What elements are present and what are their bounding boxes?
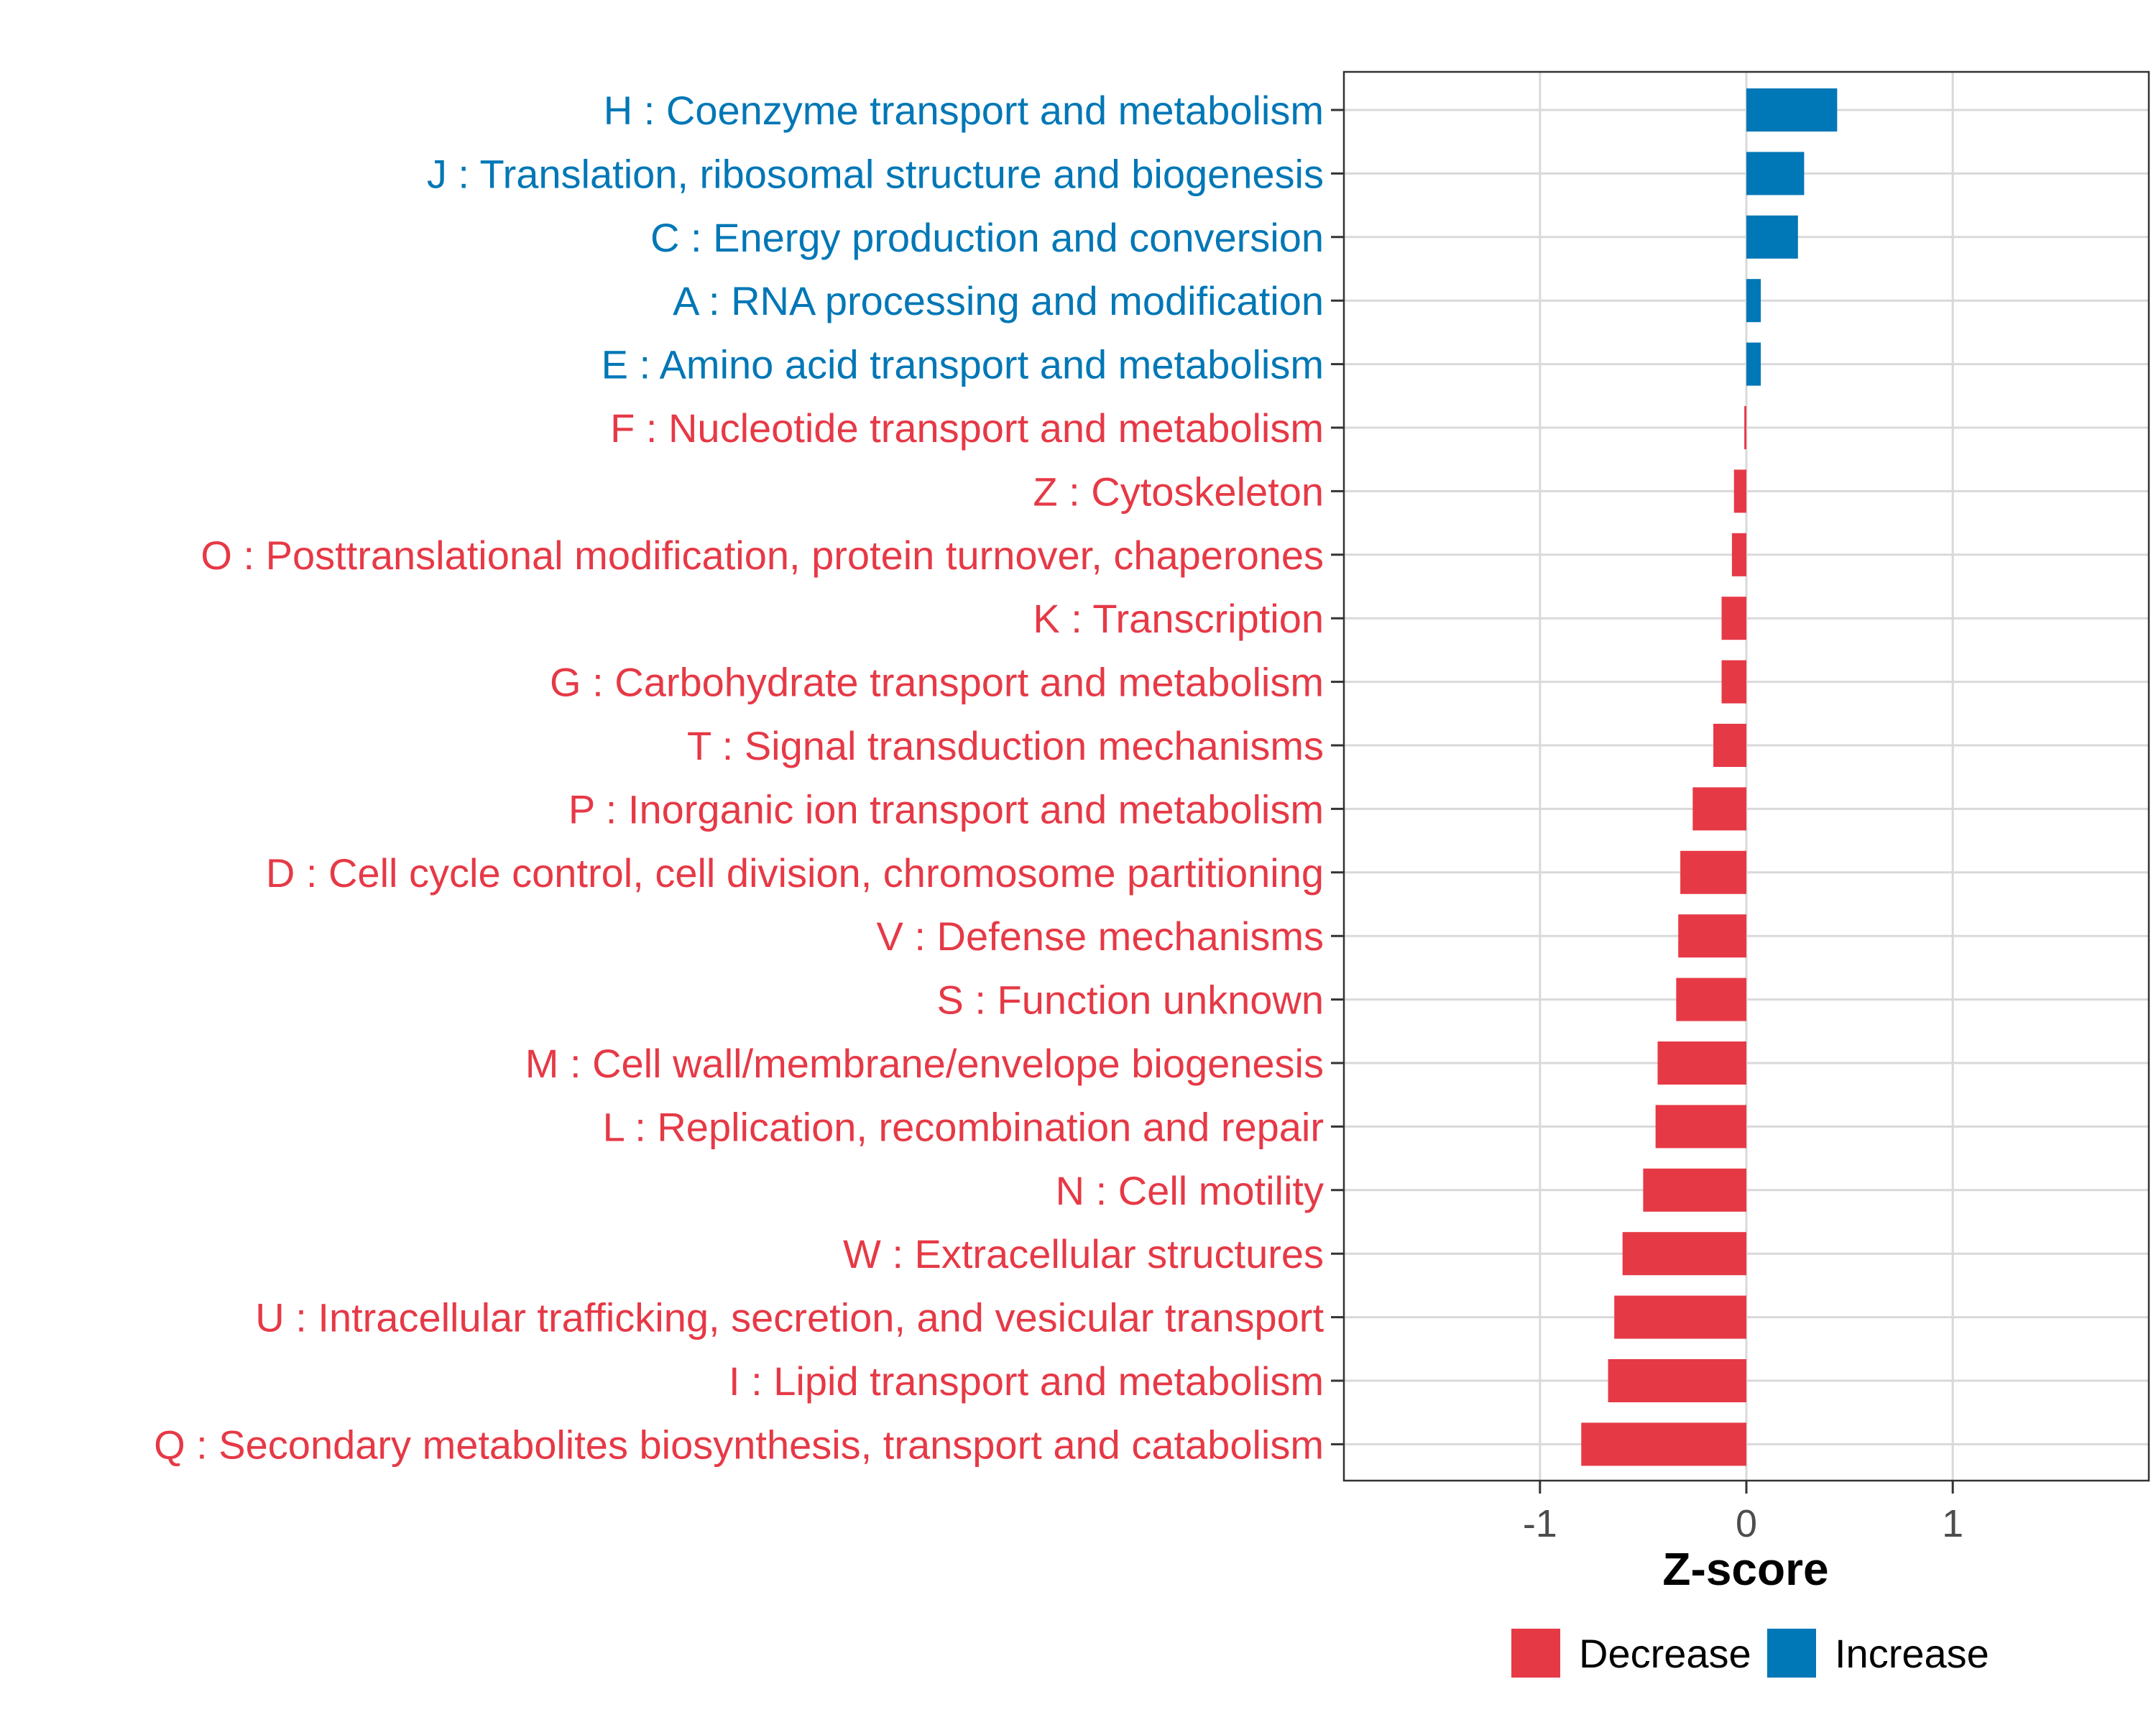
category-label: P : Inorganic ion transport and metaboli…: [568, 786, 1324, 832]
legend-label: Increase: [1835, 1631, 1989, 1676]
category-label: I : Lipid transport and metabolism: [729, 1358, 1324, 1404]
category-label: U : Intracellular trafficking, secretion…: [255, 1295, 1324, 1340]
x-axis-title: Z-score: [1662, 1543, 1828, 1595]
bar: [1655, 1105, 1746, 1149]
x-tick-label: -1: [1523, 1502, 1557, 1545]
category-label: E : Amino acid transport and metabolism: [602, 342, 1324, 387]
category-label: N : Cell motility: [1056, 1168, 1324, 1213]
category-label: L : Replication, recombination and repai…: [603, 1104, 1324, 1149]
category-label: Z : Cytoskeleton: [1033, 469, 1324, 514]
bar: [1746, 215, 1798, 259]
legend-label: Decrease: [1579, 1631, 1751, 1676]
category-label: M : Cell wall/membrane/envelope biogenes…: [525, 1041, 1324, 1086]
y-axis-ticks: [1331, 109, 1344, 1445]
legend-swatch: [1511, 1629, 1560, 1678]
bar: [1680, 850, 1746, 894]
category-label: Q : Secondary metabolites biosynthesis, …: [154, 1422, 1324, 1467]
bar: [1678, 914, 1746, 958]
category-label: D : Cell cycle control, cell division, c…: [266, 850, 1324, 896]
bar: [1731, 533, 1746, 576]
category-label: T : Signal transduction mechanisms: [687, 723, 1324, 768]
bar: [1746, 342, 1761, 386]
bar: [1721, 660, 1746, 704]
legend-swatch: [1767, 1629, 1816, 1678]
bar: [1733, 469, 1746, 513]
bars: [1581, 88, 1838, 1466]
category-label: H : Coenzyme transport and metabolism: [604, 88, 1324, 133]
category-label: O : Posttranslational modification, prot…: [201, 533, 1324, 578]
bar: [1744, 406, 1746, 449]
category-label: C : Energy production and conversion: [650, 215, 1324, 260]
x-tick-label: 1: [1942, 1502, 1963, 1545]
bar: [1614, 1295, 1746, 1339]
bar: [1622, 1232, 1746, 1276]
bar: [1643, 1168, 1746, 1212]
category-label: J : Translation, ribosomal structure and…: [427, 151, 1324, 196]
category-label: K : Transcription: [1033, 596, 1324, 641]
x-tick-label: 0: [1736, 1502, 1757, 1545]
category-label: A : RNA processing and modification: [673, 278, 1324, 323]
bar: [1746, 279, 1761, 323]
category-label: G : Carbohydrate transport and metabolis…: [550, 660, 1324, 705]
category-label: V : Defense mechanisms: [877, 914, 1324, 959]
category-label: W : Extracellular structures: [843, 1231, 1324, 1276]
bar: [1581, 1422, 1746, 1466]
bar: [1608, 1359, 1746, 1402]
category-label: F : Nucleotide transport and metabolism: [610, 405, 1324, 451]
legend: Decrease Increase: [1511, 1629, 1989, 1678]
bar: [1713, 724, 1746, 767]
category-labels: H : Coenzyme transport and metabolism J :…: [154, 88, 1324, 1467]
bar: [1676, 978, 1746, 1021]
category-label: S : Function unknown: [936, 978, 1324, 1023]
bar: [1692, 787, 1746, 831]
bar: [1746, 88, 1838, 132]
bar: [1721, 597, 1746, 640]
bar: [1746, 152, 1805, 196]
bar: [1657, 1041, 1746, 1085]
x-axis-ticks: -1 0 1: [1523, 1481, 1963, 1545]
